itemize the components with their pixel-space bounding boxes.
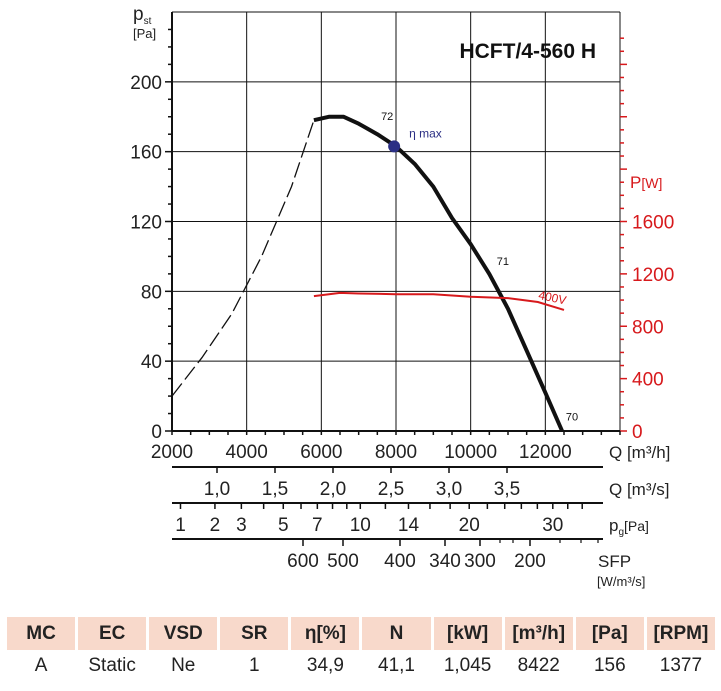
qs-tick-label: 3,0	[436, 479, 462, 500]
table-cell: 1	[249, 655, 260, 676]
table-header-cell: EC	[78, 617, 147, 650]
pg-tick-label: 2	[210, 515, 221, 536]
y2-tick-label: 1600	[632, 213, 674, 234]
x-tick-label: 6000	[300, 442, 342, 463]
qs-tick-label: 2,0	[320, 479, 346, 500]
table-header-cell: MC	[7, 617, 76, 650]
y-tick-label: 40	[141, 352, 162, 373]
table-cell: A	[34, 655, 48, 676]
annotation-label: η max	[409, 127, 442, 141]
sfp-tick-label: 500	[327, 551, 359, 572]
series: 72 η max 71 70 400V	[171, 111, 578, 432]
table-header-cell: N	[362, 617, 431, 650]
table-cell: 8422	[517, 655, 560, 676]
annotation-label: 71	[497, 256, 509, 268]
grid	[172, 11, 621, 431]
table-header-row: MC EC VSD SR η[%] N [kW] [m³/h] [Pa] [RPM]	[7, 617, 715, 650]
pressure-curve-unstable	[171, 119, 315, 397]
qs-tick-label: 2,5	[378, 479, 404, 500]
table-row: A Static Ne 1 34,9 41,1 1,045 8422 156 1377	[7, 650, 715, 682]
sfp-tick-label: 600	[287, 551, 319, 572]
x-tick-label: 10000	[444, 442, 497, 463]
qs-tick-label: 3,5	[494, 479, 520, 500]
table-header-cell: [Pa]	[575, 617, 644, 650]
y-tick-label: 80	[141, 282, 162, 303]
pg-tick-label: 20	[459, 515, 480, 536]
fan-data-table: MC EC VSD SR η[%] N [kW] [m³/h] [Pa] [RPM] A Stati…	[7, 617, 715, 682]
sfp-axis-label: SFP	[598, 552, 631, 571]
pg-tick-label: 1	[175, 515, 186, 536]
table-header-cell: VSD	[149, 617, 218, 650]
y-axis-label: pst	[133, 4, 152, 27]
pressure-curve	[313, 114, 564, 432]
table-header-cell: [RPM]	[646, 617, 715, 650]
table-cell: 1,045	[443, 655, 492, 676]
sfp-axis-unit: [W/m³/s]	[597, 574, 645, 589]
x-tick-label: 2000	[151, 442, 193, 463]
table-header-cell: SR	[220, 617, 289, 650]
y2-tick-label: 1200	[632, 265, 674, 286]
pg-tick-label: 10	[350, 515, 371, 536]
y-axis-unit: [Pa]	[133, 26, 156, 41]
y2-tick-label: 0	[632, 422, 643, 443]
x-tick-label: 8000	[375, 442, 417, 463]
y2-tick-label: 400	[632, 370, 664, 391]
y-tick-label: 120	[130, 213, 162, 234]
table-header-cell: η[%]	[291, 617, 360, 650]
table-header-cell: [m³/h]	[504, 617, 573, 650]
sfp-tick-label: 340	[429, 551, 461, 572]
table-cell: Ne	[171, 655, 196, 676]
pg-tick-label: 7	[312, 515, 323, 536]
x-tick-label: 12000	[519, 442, 572, 463]
annotation-label: 70	[566, 412, 578, 424]
pg-tick-label: 14	[398, 515, 420, 536]
x-tick-label: 4000	[226, 442, 268, 463]
y2-tick-label: 800	[632, 317, 664, 338]
power-curve	[313, 291, 565, 311]
pg-tick-label: 30	[542, 515, 563, 536]
sfp-tick-label: 300	[464, 551, 496, 572]
qs-tick-label: 1,0	[204, 479, 230, 500]
chart-title: HCFT/4-560 H	[459, 40, 596, 63]
sfp-tick-label: 400	[384, 551, 416, 572]
table-cell: 1377	[659, 655, 703, 676]
pg-axis-label: pg[Pa]	[609, 516, 649, 538]
table-cell: 156	[593, 655, 626, 676]
table-cell: Static	[88, 655, 136, 676]
table-cell: 41,1	[378, 655, 415, 676]
annotation-label: 72	[381, 111, 393, 123]
table-header-cell: [kW]	[433, 617, 502, 650]
y-tick-label: 200	[130, 73, 162, 94]
eta-max-marker	[388, 140, 401, 153]
sfp-tick-label: 200	[514, 551, 546, 572]
qs-tick-label: 1,5	[262, 479, 288, 500]
y-tick-label: 160	[130, 143, 162, 164]
y-tick-label: 0	[151, 422, 162, 443]
pg-tick-label: 3	[236, 515, 247, 536]
x-axis-label: Q [m³/h]	[609, 443, 670, 462]
annotation-label: 400V	[537, 288, 567, 308]
qs-axis-label: Q [m³/s]	[609, 480, 669, 499]
y2-axis-label: P[W]	[630, 173, 662, 192]
table-cell: 34,9	[306, 655, 344, 676]
pg-tick-label: 5	[278, 515, 289, 536]
